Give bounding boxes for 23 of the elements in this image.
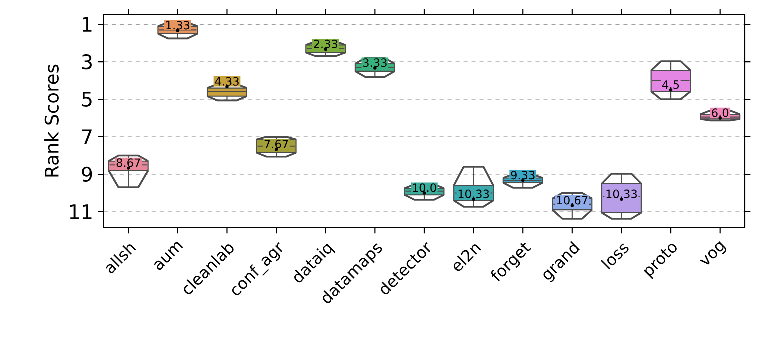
y-tick-label: 5 xyxy=(82,92,92,107)
text: 10.0 xyxy=(413,184,436,192)
text: 1.33 xyxy=(166,21,190,30)
text: 10.33 xyxy=(606,190,638,198)
y-tick-label: 9 xyxy=(82,166,92,182)
y-axis-title: Rank Scores xyxy=(44,64,59,177)
text: 10.33 xyxy=(458,190,490,198)
y-tick-label: 11 xyxy=(70,204,92,220)
y-tick-label: 3 xyxy=(82,54,92,70)
text: 4.33 xyxy=(215,77,239,86)
x-tick-label: el2n xyxy=(454,244,482,272)
text: 10.67 xyxy=(557,196,588,205)
text: 3.33 xyxy=(363,58,387,68)
text: 8.67 xyxy=(116,158,140,168)
x-tick-label: vog xyxy=(700,241,727,265)
x-tick-label: loss xyxy=(600,244,629,270)
text: 9.33 xyxy=(511,170,535,180)
text: 6.0 xyxy=(712,108,729,118)
text: 7.67 xyxy=(264,140,288,148)
text: 2.33 xyxy=(314,40,338,48)
y-tick-label: 1 xyxy=(83,17,92,32)
text: 4.5 xyxy=(662,80,680,90)
y-tick-label: 7 xyxy=(82,130,92,144)
